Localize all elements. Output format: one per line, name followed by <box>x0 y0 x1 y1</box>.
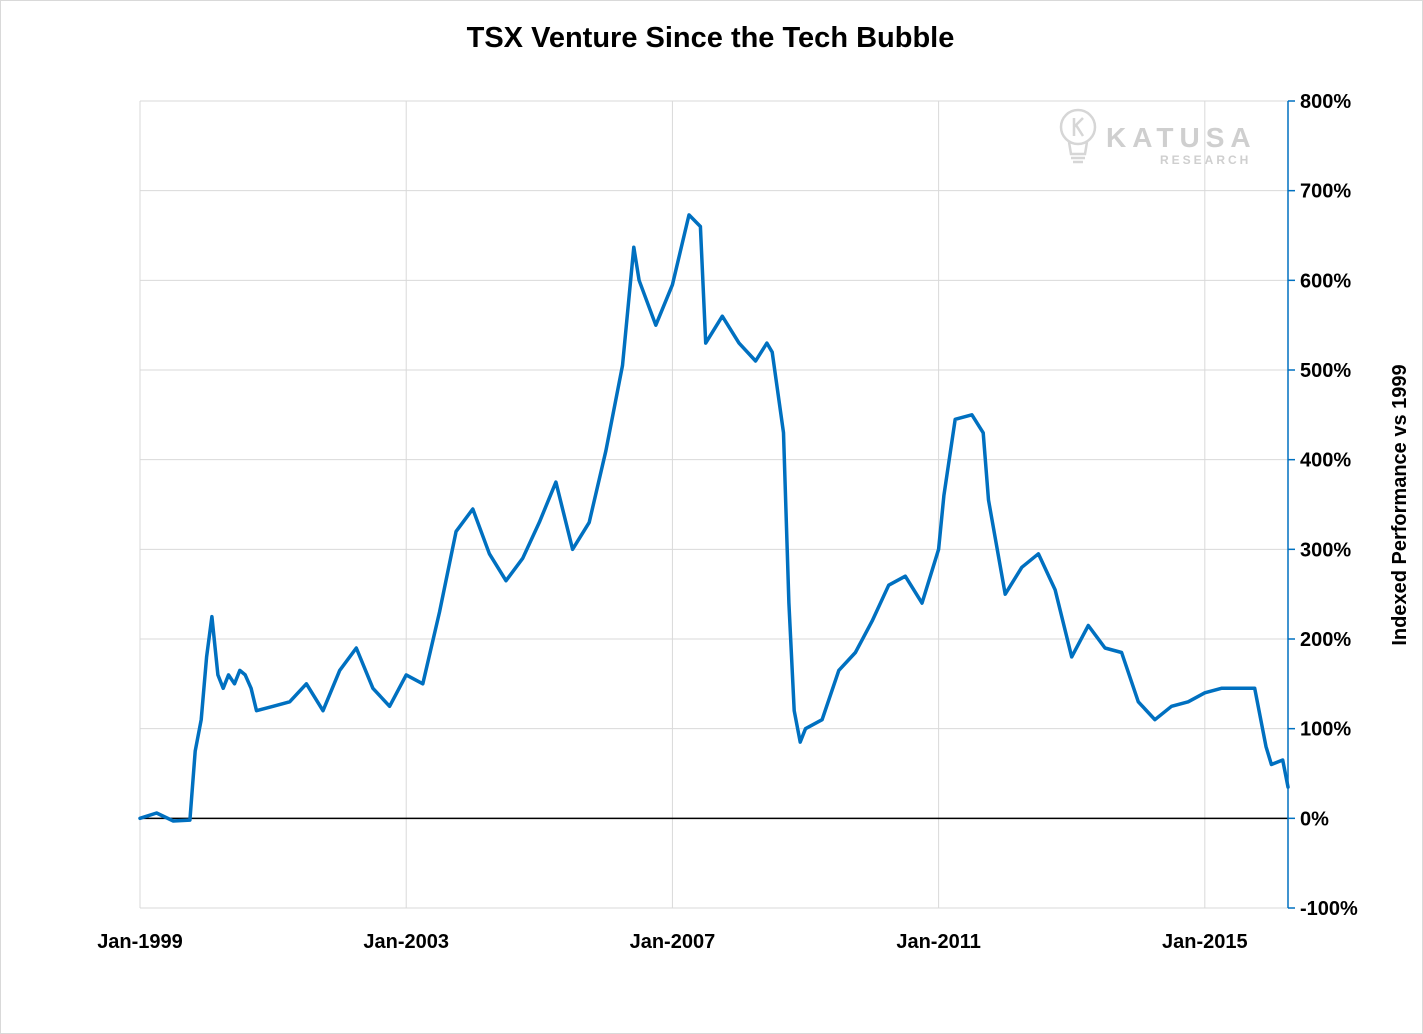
y-tick-label: 200% <box>1300 629 1351 651</box>
y-tick-label: 0% <box>1300 808 1329 830</box>
y-tick-label: -100% <box>1300 898 1358 920</box>
y-axis-title: Indexed Performance vs 1999 <box>1389 364 1411 645</box>
x-tick-label: Jan-2007 <box>630 931 716 953</box>
y-tick-label: 800% <box>1300 91 1351 113</box>
plot-series <box>138 213 1290 823</box>
x-tick-label: Jan-2015 <box>1162 931 1248 953</box>
y-tick-label: 700% <box>1300 181 1351 203</box>
y-tick-label: 600% <box>1300 270 1351 292</box>
series-line-0 <box>138 213 1290 823</box>
y-tick-label: 100% <box>1300 719 1351 741</box>
y-axis: -100% 0% 100% 200% 300% 400% 500% 600% 700% 800% <box>1287 91 1358 920</box>
x-tick-label: Jan-2003 <box>363 931 449 953</box>
y-tick-label: 500% <box>1300 360 1351 382</box>
x-axis: Jan-1999 Jan-2003 Jan-2007 Jan-2011 Jan-2015 <box>97 931 1247 953</box>
x-tick-label: Jan-1999 <box>97 931 183 953</box>
watermark-brand: KATUSA <box>1106 122 1257 153</box>
chart-title: TSX Venture Since the Tech Bubble <box>466 22 955 54</box>
katusa-watermark: KATUSA RESEARCH <box>1059 108 1257 167</box>
lightbulb-k-icon <box>1059 108 1097 164</box>
watermark-sub: RESEARCH <box>1160 153 1251 167</box>
y-tick-label: 300% <box>1300 539 1351 561</box>
x-tick-label: Jan-2011 <box>896 931 981 953</box>
y-tick-label: 400% <box>1300 450 1351 472</box>
gridlines <box>139 100 1288 909</box>
